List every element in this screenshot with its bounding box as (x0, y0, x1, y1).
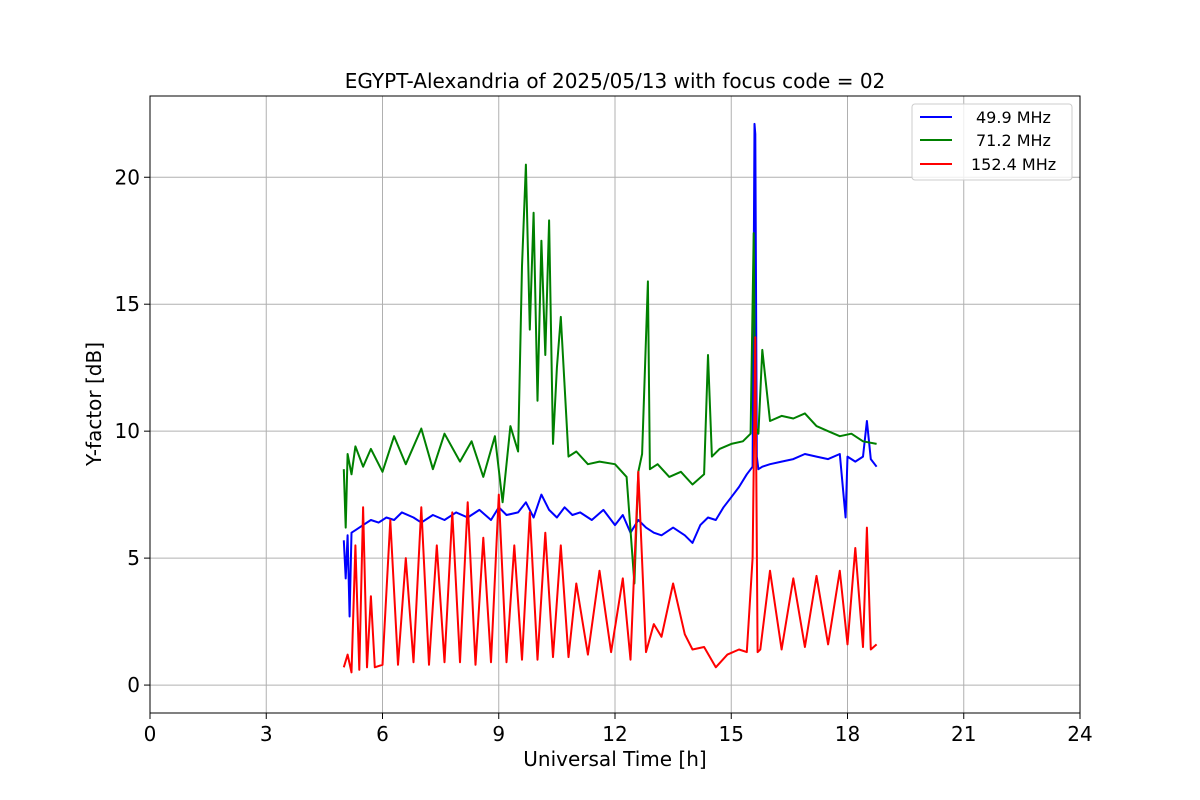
x-tick-label: 24 (1067, 722, 1092, 746)
x-tick-label: 6 (376, 722, 389, 746)
legend-frame (911, 103, 1073, 181)
chart-title: EGYPT-Alexandria of 2025/05/13 with focu… (345, 69, 886, 93)
series-line-152-4-mhz (342, 336, 878, 674)
y-tick-label: 0 (127, 673, 140, 697)
legend: 49.9 MHz 71.2 MHz 152.4 MHz (911, 103, 1073, 181)
x-tick-label: 15 (719, 722, 744, 746)
y-tick-label: 5 (127, 546, 140, 570)
x-tick-label: 12 (602, 722, 627, 746)
x-tick-label: 0 (144, 722, 157, 746)
series-line-49-9-mhz (342, 122, 878, 618)
y-tick-label: 10 (115, 419, 140, 443)
series-line-71-2-mhz (342, 163, 877, 585)
x-tick-label: 18 (835, 722, 860, 746)
x-axis-label: Universal Time [h] (523, 747, 706, 771)
legend-label-71-2: 71.2 MHz (976, 131, 1051, 150)
legend-label-152-4: 152.4 MHz (971, 155, 1056, 174)
x-tick-label: 9 (492, 722, 505, 746)
x-tick-label: 3 (260, 722, 273, 746)
y-tick-label: 20 (115, 165, 140, 189)
axis-ticks: 0 3 6 9 12 15 18 21 24 0 5 10 15 20 (115, 165, 1093, 746)
legend-label-49-9: 49.9 MHz (976, 108, 1051, 127)
y-tick-label: 15 (115, 292, 140, 316)
x-tick-label: 21 (951, 722, 976, 746)
series-lines (342, 122, 878, 674)
y-axis-label: Y-factor [dB] (82, 342, 106, 467)
